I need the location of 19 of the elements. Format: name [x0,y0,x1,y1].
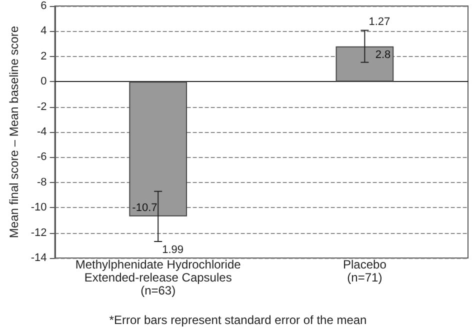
y-tick-label: -14 [30,252,47,264]
text: *Error bars represent standard error of the mean [109,313,367,327]
y-tick-label: -10 [30,202,47,214]
y-tick-label: 4 [40,25,47,38]
annotation: 1.99 [162,244,184,256]
y-tick-label: 6 [40,0,47,12]
data-label: 2.8 [375,48,391,61]
y-tick-label: -6 [37,151,47,164]
y-tick-label: -4 [37,126,47,138]
data-label: -10.7 [132,202,158,214]
y-tick-label: -12 [30,226,47,239]
y-axis-title: Mean final score – Mean baseline score [7,26,21,238]
y-tick-label: -2 [37,100,47,113]
y-tick-label: -8 [37,176,47,188]
x-tick-label: Methylphenidate Hydrochloride Extended-release Capsules (n=63) [75,258,242,298]
y-tick-label: 0 [40,76,47,88]
y-tick-label: 2 [40,50,47,62]
x-tick-label: Placebo (n=71) [343,258,387,284]
annotation: 1.27 [368,16,390,28]
